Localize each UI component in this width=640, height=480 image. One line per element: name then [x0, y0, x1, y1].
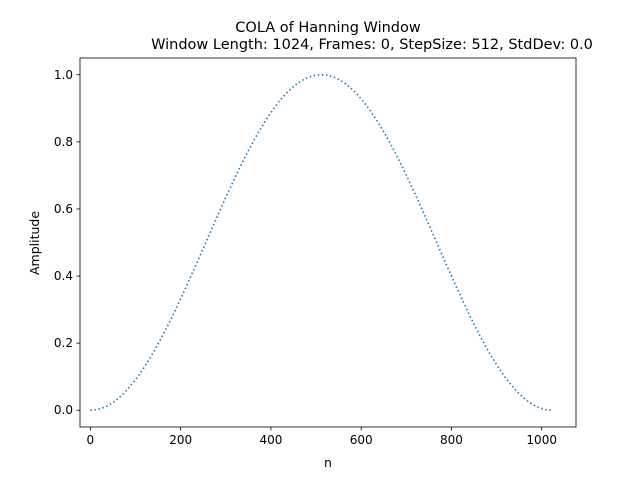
plot-area — [79, 57, 577, 428]
y-axis-ticks: 0.0 0.2 0.4 0.6 0.8 1.0 — [54, 68, 80, 417]
plot-frame — [79, 57, 577, 428]
x-tick-label: 1000 — [526, 433, 557, 447]
y-tick-label: 0.0 — [54, 403, 73, 417]
y-tick-label: 0.6 — [54, 202, 73, 216]
y-axis-label: Amplitude — [27, 211, 42, 275]
series-line-0 — [90, 73, 553, 412]
y-tick-label: 0.2 — [54, 336, 73, 350]
x-tick-label: 0 — [87, 433, 95, 447]
x-tick-label: 800 — [440, 433, 463, 447]
x-axis-label: n — [324, 455, 332, 470]
y-tick-label: 0.8 — [54, 135, 73, 149]
y-tick-label: 1.0 — [54, 68, 73, 82]
x-axis-ticks: 0 200 400 600 800 1000 — [87, 427, 557, 447]
y-tick-label: 0.4 — [54, 269, 73, 283]
chart-title: COLA of Hanning Window — [235, 20, 421, 36]
chart-subtitle: Window Length: 1024, Frames: 0, StepSize… — [151, 37, 593, 53]
x-tick-label: 600 — [350, 433, 373, 447]
x-tick-label: 400 — [259, 433, 282, 447]
x-tick-label: 200 — [169, 433, 192, 447]
